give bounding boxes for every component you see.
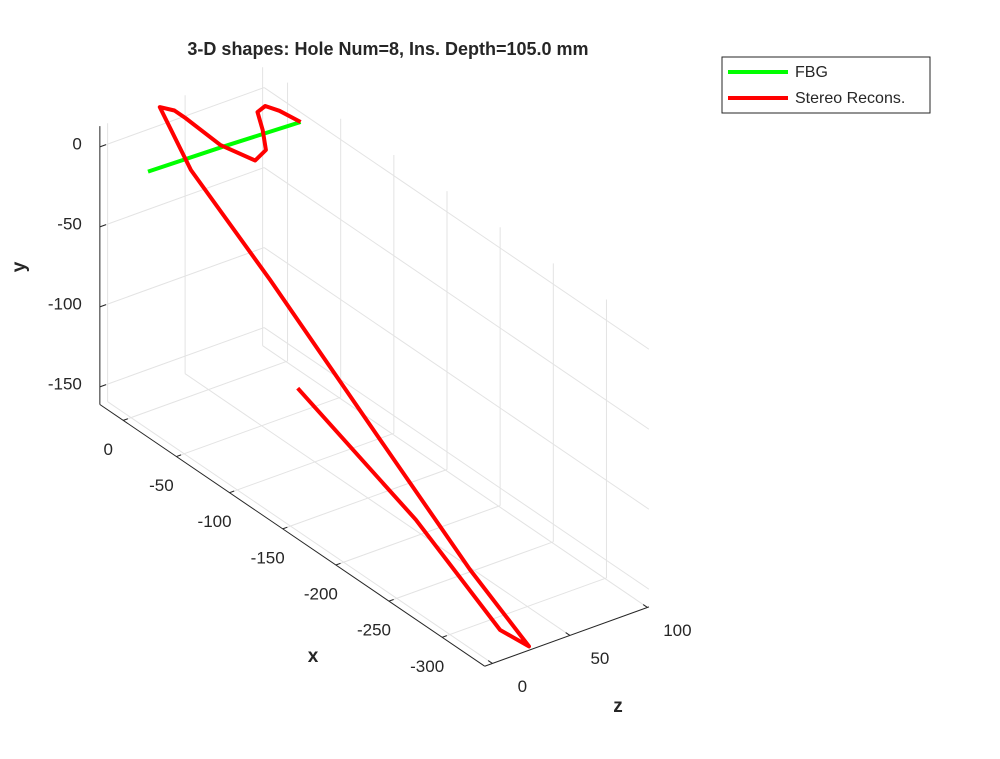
- x-tick-label: 0: [104, 440, 113, 459]
- grid-line: [123, 360, 288, 421]
- x-tick-label: -250: [357, 621, 391, 640]
- y-axis-label: y: [9, 261, 30, 272]
- z-tick: [487, 660, 493, 664]
- grid-line: [263, 87, 650, 350]
- y-tick-label: -100: [48, 294, 82, 313]
- legend-label: FBG: [795, 64, 828, 81]
- grid-line: [335, 505, 501, 566]
- grid-line: [107, 401, 493, 664]
- x-tick-label: -150: [251, 548, 285, 567]
- grid-line: [99, 247, 265, 308]
- x-tick: [388, 598, 394, 602]
- grid-line: [99, 327, 265, 388]
- x-tick: [176, 454, 182, 458]
- y-tick-label: -150: [48, 374, 82, 393]
- series-line: [157, 104, 531, 649]
- y-tick: [99, 384, 107, 388]
- grid-line: [99, 167, 265, 228]
- grid-line: [441, 577, 607, 638]
- grid-line: [282, 469, 448, 530]
- x-axis-label: x: [308, 646, 319, 667]
- legend-box: [721, 56, 931, 114]
- z-axis-line: [484, 606, 650, 667]
- grid-line: [184, 373, 571, 636]
- y-tick: [99, 224, 107, 228]
- plot-lines: [147, 104, 531, 649]
- y-tick: [99, 304, 107, 308]
- grid-line: [262, 345, 648, 608]
- x-tick: [123, 418, 129, 421]
- x-tick: [441, 635, 447, 638]
- z-tick-label: 0: [518, 677, 527, 696]
- grid-line: [229, 432, 395, 494]
- z-tick: [565, 632, 571, 636]
- z-tick: [642, 604, 648, 608]
- grid-line: [263, 327, 650, 590]
- x-tick-label: -100: [198, 512, 232, 531]
- axes: 0 -50 -100 -150 -200 -250 -300 0 -50 -100 -150 0 50 1…: [48, 126, 692, 696]
- grid-line: [263, 167, 650, 430]
- grid-line: [263, 247, 650, 510]
- y-tick: [99, 144, 107, 148]
- x-tick: [282, 526, 288, 530]
- x-tick: [335, 562, 341, 566]
- y-tick-label: -50: [57, 214, 82, 233]
- x-tick-label: -200: [304, 584, 338, 603]
- x-tick-label: -50: [149, 476, 174, 495]
- x-tick-label: -300: [410, 657, 444, 676]
- chart-title: 3-D shapes: Hole Num=8, Ins. Depth=105.0…: [187, 39, 588, 59]
- x-axis-line: [99, 404, 485, 667]
- legend: FBG Stereo Recons.: [721, 56, 931, 114]
- z-tick-label: 50: [590, 649, 609, 668]
- grid: [99, 67, 650, 664]
- y-tick-label: 0: [72, 134, 81, 153]
- z-axis-label: z: [613, 696, 623, 717]
- x-tick: [229, 490, 235, 494]
- legend-label: Stereo Recons.: [795, 90, 905, 107]
- z-tick-label: 100: [663, 621, 691, 640]
